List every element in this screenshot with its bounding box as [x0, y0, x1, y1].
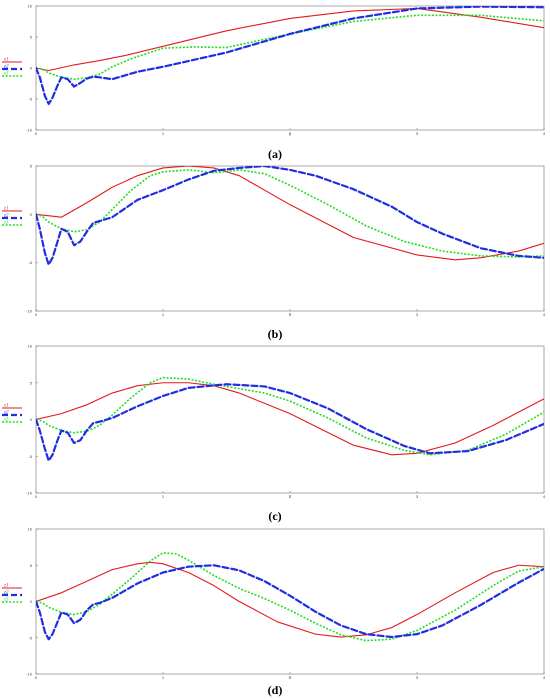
- series-line-z2: [36, 564, 544, 641]
- series-line-z3: [36, 552, 544, 642]
- series-line-z1: [36, 7, 544, 72]
- y-tick-label: 0: [30, 212, 33, 217]
- x-tick-label: 2: [289, 131, 292, 136]
- legend-label-z3: z3: [3, 418, 9, 423]
- y-tick-label: 5: [30, 563, 33, 568]
- caption-a: (a): [268, 147, 282, 161]
- legend-label-z1: z1: [3, 207, 8, 212]
- y-tick-label: 5: [30, 35, 33, 40]
- x-axis-label: T: [289, 494, 292, 499]
- series-line-z1: [36, 561, 544, 638]
- legend-label-z3: z3: [3, 221, 9, 226]
- series-line-z3: [36, 14, 544, 80]
- x-tick-label: 2: [289, 494, 292, 499]
- y-tick-label: 10: [28, 4, 33, 9]
- legend-label-z1: z1: [3, 404, 8, 409]
- series-line-z2: [36, 383, 544, 462]
- series-line-z2: [36, 166, 544, 266]
- y-tick-label: 0: [30, 66, 33, 71]
- y-tick-label: -10: [26, 491, 33, 496]
- y-tick-label: 5: [30, 380, 33, 385]
- x-tick-label: 4: [543, 494, 546, 499]
- legend-label-z2: z2: [3, 65, 9, 70]
- y-tick-label: 0: [30, 417, 33, 422]
- plot-frame: [35, 5, 545, 131]
- legend-label-z1: z1: [3, 584, 8, 589]
- x-tick-label: 1: [162, 312, 165, 317]
- x-axis-label: T: [289, 675, 292, 680]
- x-tick-label: 1: [162, 675, 165, 680]
- plot-frame: [35, 345, 545, 494]
- y-tick-label: 10: [28, 344, 33, 349]
- series-line-z2: [36, 6, 544, 106]
- y-tick-label: -10: [26, 128, 33, 133]
- y-tick-label: -5: [28, 260, 32, 265]
- x-tick-label: 0: [35, 131, 38, 136]
- x-tick-label: 4: [543, 675, 546, 680]
- x-tick-label: 3: [416, 675, 419, 680]
- legend-label-z1: z1: [3, 58, 8, 63]
- series-group: [36, 6, 544, 106]
- series-group: [36, 166, 544, 266]
- x-tick-label: 2: [289, 675, 292, 680]
- x-tick-label: 1: [162, 494, 165, 499]
- x-tick-label: 0: [35, 312, 38, 317]
- y-tick-label: -5: [28, 635, 32, 640]
- x-tick-label: 1: [162, 131, 165, 136]
- legend-label-z3: z3: [3, 72, 9, 77]
- y-tick-label: 0: [30, 599, 33, 604]
- y-tick-label: -10: [26, 672, 33, 677]
- legend-label-z2: z2: [3, 411, 9, 416]
- x-axis-label: T: [289, 132, 292, 137]
- x-tick-label: 2: [289, 312, 292, 317]
- series-line-z1: [36, 166, 544, 261]
- series-line-z1: [36, 382, 544, 456]
- x-axis-label: T: [289, 312, 292, 317]
- x-tick-label: 3: [416, 131, 419, 136]
- y-tick-label: 10: [28, 527, 33, 532]
- caption-d: (d): [267, 683, 283, 697]
- x-tick-label: 3: [416, 312, 419, 317]
- y-tick-label: 5: [30, 164, 33, 169]
- x-tick-label: 4: [543, 312, 546, 317]
- x-tick-label: 4: [543, 131, 546, 136]
- x-tick-label: 3: [416, 494, 419, 499]
- legend-label-z3: z3: [3, 598, 9, 603]
- series-group: [36, 552, 544, 642]
- series-group: [36, 376, 544, 462]
- y-tick-label: -5: [28, 454, 32, 459]
- x-tick-label: 0: [35, 494, 38, 499]
- caption-c: (c): [268, 509, 282, 523]
- legend-label-z2: z2: [3, 214, 9, 219]
- x-tick-label: 0: [35, 675, 38, 680]
- series-line-z3: [36, 376, 544, 456]
- series-line-z3: [36, 169, 544, 258]
- y-tick-label: -10: [26, 309, 33, 314]
- caption-b: (b): [267, 327, 283, 341]
- legend-label-z2: z2: [3, 591, 9, 596]
- y-tick-label: -5: [28, 97, 32, 102]
